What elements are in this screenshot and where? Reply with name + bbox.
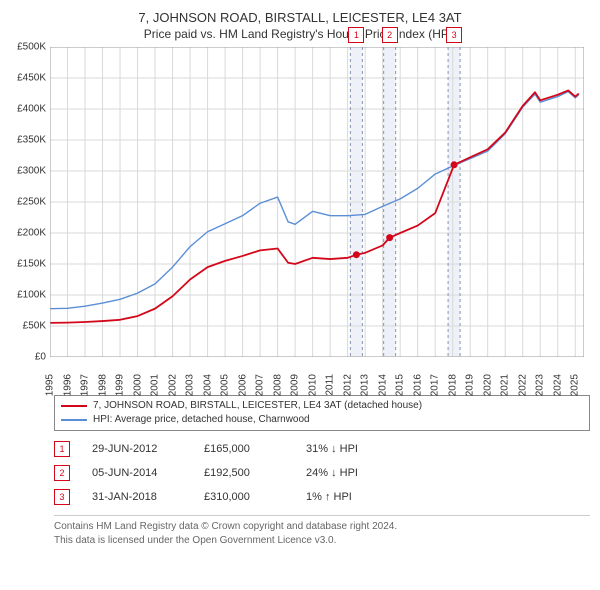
sale-pct: 31% ↓ HPI (306, 443, 396, 455)
x-tick-label: 2009 (290, 374, 301, 396)
titles-block: 7, JOHNSON ROAD, BIRSTALL, LEICESTER, LE… (10, 8, 590, 47)
legend-swatch-blue (61, 419, 87, 421)
x-tick-label: 1996 (62, 374, 73, 396)
chart-marker: 2 (382, 27, 398, 43)
sale-row: 3 31-JAN-2018 £310,000 1% ↑ HPI (54, 485, 590, 509)
x-tick-label: 2000 (132, 374, 143, 396)
x-tick-label: 2021 (500, 374, 511, 396)
y-tick-label: £100K (6, 290, 46, 301)
sale-date: 29-JUN-2012 (92, 443, 182, 455)
legend-row-blue: HPI: Average price, detached house, Char… (61, 413, 583, 427)
sale-date: 05-JUN-2014 (92, 467, 182, 479)
chart: £0£50K£100K£150K£200K£250K£300K£350K£400… (50, 47, 584, 387)
y-tick-label: £300K (6, 166, 46, 177)
x-tick-label: 2019 (465, 374, 476, 396)
page: 7, JOHNSON ROAD, BIRSTALL, LEICESTER, LE… (0, 0, 600, 590)
sale-index: 2 (54, 465, 70, 481)
sale-index: 3 (54, 489, 70, 505)
legend-row-red: 7, JOHNSON ROAD, BIRSTALL, LEICESTER, LE… (61, 399, 583, 413)
x-tick-label: 1998 (97, 374, 108, 396)
x-tick-label: 2022 (517, 374, 528, 396)
x-tick-label: 1999 (115, 374, 126, 396)
sales-table: 1 29-JUN-2012 £165,000 31% ↓ HPI 2 05-JUN-201… (54, 437, 590, 509)
legend: 7, JOHNSON ROAD, BIRSTALL, LEICESTER, LE… (54, 395, 590, 431)
y-tick-label: £400K (6, 104, 46, 115)
title-sub: Price paid vs. HM Land Registry's House … (10, 27, 590, 41)
y-tick-label: £150K (6, 259, 46, 270)
y-tick-label: £500K (6, 42, 46, 53)
sale-row: 2 05-JUN-2014 £192,500 24% ↓ HPI (54, 461, 590, 485)
x-tick-label: 2018 (447, 374, 458, 396)
x-tick-label: 2016 (412, 374, 423, 396)
x-tick-label: 2008 (272, 374, 283, 396)
sale-price: £165,000 (204, 443, 284, 455)
title-main: 7, JOHNSON ROAD, BIRSTALL, LEICESTER, LE… (10, 10, 590, 25)
y-tick-label: £250K (6, 197, 46, 208)
x-tick-label: 2024 (552, 374, 563, 396)
sale-price: £192,500 (204, 467, 284, 479)
x-tick-label: 2010 (307, 374, 318, 396)
legend-label-blue: HPI: Average price, detached house, Char… (93, 413, 310, 427)
legend-swatch-red (61, 405, 87, 407)
x-tick-label: 2005 (220, 374, 231, 396)
x-tick-label: 2017 (430, 374, 441, 396)
footer: Contains HM Land Registry data © Crown c… (54, 515, 590, 547)
x-tick-label: 2023 (535, 374, 546, 396)
y-tick-label: £200K (6, 228, 46, 239)
x-tick-label: 1995 (45, 374, 56, 396)
x-tick-label: 2003 (185, 374, 196, 396)
sale-row: 1 29-JUN-2012 £165,000 31% ↓ HPI (54, 437, 590, 461)
x-tick-label: 1997 (80, 374, 91, 396)
legend-label-red: 7, JOHNSON ROAD, BIRSTALL, LEICESTER, LE… (93, 399, 422, 413)
x-tick-label: 2007 (255, 374, 266, 396)
sale-pct: 24% ↓ HPI (306, 467, 396, 479)
sale-date: 31-JAN-2018 (92, 491, 182, 503)
x-tick-label: 2020 (482, 374, 493, 396)
x-tick-label: 2004 (202, 374, 213, 396)
footer-line2: This data is licensed under the Open Gov… (54, 534, 590, 548)
x-tick-label: 2025 (570, 374, 581, 396)
y-tick-label: £350K (6, 135, 46, 146)
x-tick-label: 2013 (360, 374, 371, 396)
sale-index: 1 (54, 441, 70, 457)
y-tick-label: £450K (6, 73, 46, 84)
x-tick-label: 2011 (325, 374, 336, 396)
x-tick-label: 2002 (167, 374, 178, 396)
y-tick-label: £0 (6, 352, 46, 363)
x-tick-label: 2012 (342, 374, 353, 396)
chart-plot: £0£50K£100K£150K£200K£250K£300K£350K£400… (50, 47, 584, 357)
footer-line1: Contains HM Land Registry data © Crown c… (54, 520, 590, 534)
sale-pct: 1% ↑ HPI (306, 491, 396, 503)
chart-marker: 3 (446, 27, 462, 43)
y-tick-label: £50K (6, 321, 46, 332)
x-tick-label: 2006 (237, 374, 248, 396)
sale-price: £310,000 (204, 491, 284, 503)
x-tick-label: 2014 (377, 374, 388, 396)
chart-marker: 1 (348, 27, 364, 43)
x-tick-label: 2015 (395, 374, 406, 396)
x-tick-label: 2001 (150, 374, 161, 396)
